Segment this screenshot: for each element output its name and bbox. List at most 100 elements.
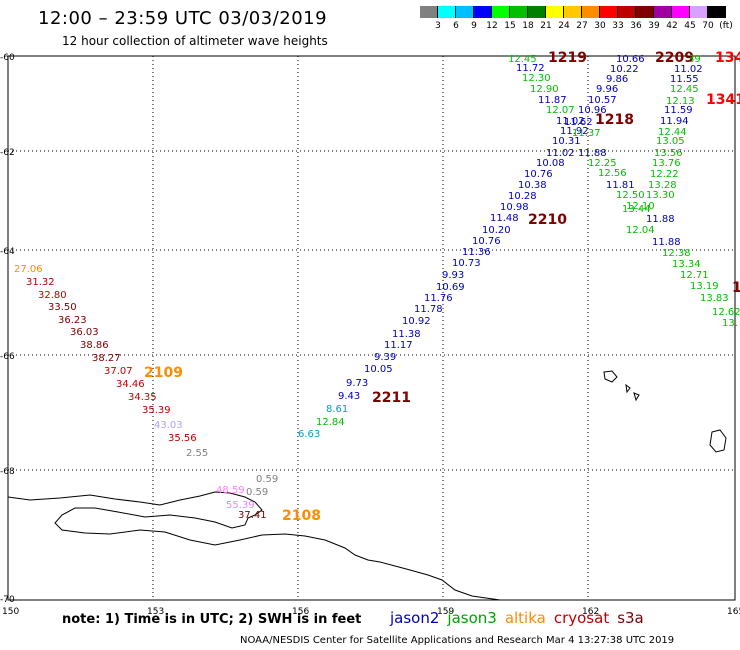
wave-height-value: 12.10 xyxy=(626,201,655,212)
wave-height-value: 13.44 xyxy=(622,204,651,215)
wave-height-value: 27.06 xyxy=(14,264,43,275)
wave-height-value: 11.76 xyxy=(424,293,453,304)
wave-height-value: 13.05 xyxy=(656,136,685,147)
color-swatch xyxy=(654,6,672,18)
color-scale-label: 15 xyxy=(504,21,516,31)
wave-height-value: 36.03 xyxy=(70,327,99,338)
coastline xyxy=(7,370,727,601)
wave-height-value: 11.02 xyxy=(556,116,585,127)
color-swatch xyxy=(546,6,564,18)
wave-height-value: 11.36 xyxy=(462,247,491,258)
wave-height-value: 11.92 xyxy=(560,126,589,137)
wave-height-value: 12.30 xyxy=(522,73,551,84)
color-swatch xyxy=(672,6,690,18)
wave-height-value: 11.37 xyxy=(572,128,601,139)
satellite-jason2: jason2 xyxy=(390,609,440,627)
satellite-altika: altika xyxy=(504,609,546,627)
units-note: note: 1) Time is in UTC; 2) SWH is in fe… xyxy=(62,612,362,627)
wave-height-value: 12.84 xyxy=(316,417,345,428)
wave-height-value: 37.41 xyxy=(238,510,267,521)
color-scale-label: 9 xyxy=(471,21,477,31)
wave-height-value: 8.61 xyxy=(326,404,348,415)
latitude-label: -70 xyxy=(0,595,15,605)
color-scale-label: 3 xyxy=(435,21,441,31)
wave-height-value: 2.55 xyxy=(186,448,208,459)
wave-height-value: 11.78 xyxy=(414,304,443,315)
color-scale-label: 12 xyxy=(486,21,498,31)
wave-height-value: 12.45 xyxy=(670,84,699,95)
color-scale-label: 21 xyxy=(540,21,552,31)
wave-height-value: 31.32 xyxy=(26,277,55,288)
wave-height-value: 11.88 xyxy=(652,237,681,248)
wave-height-value: 9.86 xyxy=(606,74,628,85)
wave-height-value: 12.44 xyxy=(658,127,687,138)
color-scale-label: 45 xyxy=(684,21,696,31)
color-scale-label: 70 xyxy=(702,21,714,31)
wave-height-value: 13.34 xyxy=(672,259,701,270)
wave-height-value: 39 xyxy=(688,54,701,65)
pass-time-label: 2209 xyxy=(655,50,694,66)
wave-height-value: 12.13 xyxy=(666,96,695,107)
wave-height-value: 13.30 xyxy=(646,190,675,201)
color-swatch xyxy=(618,6,636,18)
wave-height-value: 13.28 xyxy=(648,180,677,191)
wave-height-value: 9.43 xyxy=(338,391,360,402)
pass-time-label: 134 xyxy=(715,50,740,66)
pass-time-label: 1219 xyxy=(548,50,587,66)
wave-height-value: 10.96 xyxy=(578,105,607,116)
wave-height-value: 12.22 xyxy=(650,169,679,180)
wave-height-value: 12.71 xyxy=(680,270,709,281)
longitude-label: 159 xyxy=(437,607,454,617)
color-scale-label: (ft) xyxy=(719,21,733,31)
wave-height-value: 11.55 xyxy=(670,74,699,85)
color-scale-label: 42 xyxy=(666,21,678,31)
wave-height-value: 10.76 xyxy=(472,236,501,247)
graticule xyxy=(8,56,735,600)
wave-height-value: 10.69 xyxy=(436,282,465,293)
wave-height-value: 9.39 xyxy=(374,352,396,363)
wave-height-value: 38.86 xyxy=(80,340,109,351)
map-frame xyxy=(7,55,736,601)
latitude-label: -68 xyxy=(0,467,15,477)
color-swatch xyxy=(474,6,492,18)
color-scale-label: 24 xyxy=(558,21,570,31)
wave-height-value: 12.50 xyxy=(616,190,645,201)
wave-height-value: 34.35 xyxy=(128,392,157,403)
wave-height-value: 11.72 xyxy=(516,63,545,74)
color-swatch xyxy=(600,6,618,18)
wave-height-value: 10.22 xyxy=(610,64,639,75)
color-swatch xyxy=(492,6,510,18)
wave-height-value: 12.04 xyxy=(626,225,655,236)
wave-height-value: 10.57 xyxy=(588,95,617,106)
wave-height-value: 11.94 xyxy=(660,116,689,127)
pass-time-label: 2108 xyxy=(282,508,321,524)
longitude-label: 150 xyxy=(2,607,19,617)
wave-height-value: 10.38 xyxy=(518,180,547,191)
wave-height-value: 10.05 xyxy=(364,364,393,375)
wave-height-value: 48.59 xyxy=(216,485,245,496)
wave-height-value: 10.66 xyxy=(616,54,645,65)
wave-height-value: 35.39 xyxy=(142,405,171,416)
wave-height-value: 12.62 xyxy=(712,307,740,318)
wave-height-value: 10.92 xyxy=(402,316,431,327)
wave-height-value: 10.20 xyxy=(482,225,511,236)
wave-height-value: 36.23 xyxy=(58,315,87,326)
latitude-label: -60 xyxy=(0,53,15,63)
wave-height-value: 37.07 xyxy=(104,366,133,377)
map-subtitle: 12 hour collection of altimeter wave hei… xyxy=(62,34,328,48)
longitude-label: 162 xyxy=(582,607,599,617)
wave-height-value: 10.98 xyxy=(500,202,529,213)
wave-height-value: 11.87 xyxy=(538,95,567,106)
wave-height-value: 10.76 xyxy=(524,169,553,180)
color-scale-label: 18 xyxy=(522,21,534,31)
satellite-jason3: jason3 xyxy=(447,609,497,627)
wave-height-value: 11.17 xyxy=(384,340,413,351)
latitude-label: -66 xyxy=(0,352,15,362)
wave-height-value: 38.27 xyxy=(92,353,121,364)
wave-height-value: 12.25 xyxy=(588,158,617,169)
wave-height-value: 0.59 xyxy=(256,474,278,485)
color-scale-label: 33 xyxy=(612,21,624,31)
wave-height-value: 33.50 xyxy=(48,302,77,313)
